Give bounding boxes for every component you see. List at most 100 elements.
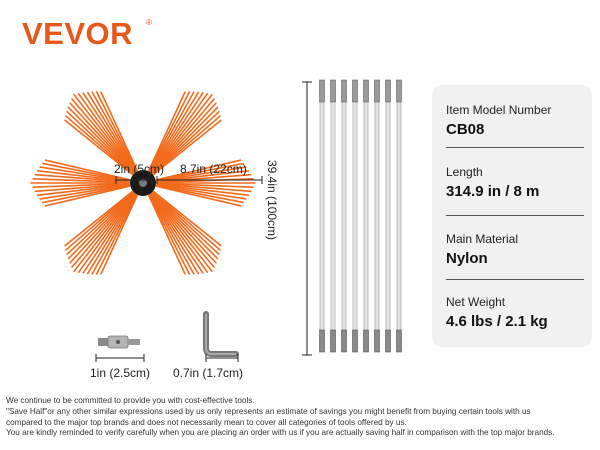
bristle-strand [152, 115, 221, 175]
bristle-strand [42, 162, 131, 182]
bristle-strand [32, 182, 130, 189]
registered-mark: ® [146, 18, 152, 27]
adapter-size-label: 1in (2.5cm) [90, 366, 151, 380]
bristle-strand [153, 190, 222, 247]
bristle-strand [155, 162, 244, 182]
bristle-strand [82, 193, 137, 274]
rod [330, 79, 336, 353]
bristle-strand [77, 193, 136, 274]
rod-set [319, 79, 402, 353]
bristle-strand [155, 159, 242, 181]
bristle-strand [155, 184, 244, 204]
spec-length: Length 314.9 in / 8 m [446, 165, 539, 200]
bristle-strand [86, 91, 137, 172]
bristle-strand [100, 194, 138, 275]
bristle-strand [148, 91, 186, 172]
bristle-strand [34, 173, 130, 183]
bristle-strand [42, 184, 131, 204]
bristle-strand [69, 192, 135, 264]
bristle-strand [36, 170, 130, 183]
bristle-strand [156, 166, 247, 182]
bristle-strand [65, 191, 134, 251]
disclaimer-line: compared to the major top brands and doe… [6, 417, 407, 427]
spec-value-model: CB08 [446, 121, 485, 138]
bristle-strand [34, 183, 130, 193]
rod [341, 79, 347, 353]
disclaimer-line: "Save Half"or any other similar expressi… [6, 406, 531, 416]
spec-divider [446, 147, 584, 148]
rod [363, 79, 369, 353]
bristle-strand [91, 91, 137, 172]
hex-wrench-illustration [203, 311, 239, 357]
disclaimer: We continue to be committed to provide y… [6, 396, 598, 439]
spec-panel: Item Model Number CB08 Length 314.9 in /… [432, 85, 592, 347]
bristle-strand [149, 193, 204, 274]
bristle-strand [152, 106, 219, 174]
bristle-strand [150, 93, 213, 173]
bristle-strand [148, 91, 191, 172]
bristle-strand [44, 185, 131, 207]
bristle-strand [64, 119, 133, 176]
adapter-illustration [98, 335, 140, 349]
spec-value-material: Nylon [446, 250, 488, 267]
bristle-strand [149, 194, 195, 275]
brush-bristles [30, 91, 256, 275]
bristle-strand [151, 102, 217, 174]
bristle-strand [100, 91, 138, 172]
spec-label-model: Item Model Number [446, 103, 552, 117]
bristle-strand [66, 191, 134, 255]
bristle-strand [151, 98, 215, 174]
bristle-strand [148, 194, 186, 275]
bristle-length-label: 8.7in (22cm) [180, 162, 247, 176]
bristle-strand [149, 194, 200, 275]
bristle-strand [77, 92, 136, 173]
rod [385, 79, 391, 353]
spec-divider [446, 215, 584, 216]
bristle-strand [36, 183, 130, 196]
bristle-strand [32, 177, 130, 184]
bristle-strand [150, 92, 209, 173]
brand-logo: VEVOR [22, 16, 134, 51]
bristle-strand [149, 91, 195, 172]
bristle-strand [65, 115, 134, 175]
bristle-strand [73, 93, 136, 173]
bristle-strand [44, 159, 131, 181]
bristle-strand [39, 166, 130, 182]
bristle-strand [152, 111, 220, 175]
bristle-strand [69, 102, 135, 174]
bristle-strand [71, 192, 135, 268]
rod [374, 79, 380, 353]
bristle-strand [73, 193, 136, 273]
bristle-strand [152, 191, 220, 255]
bristle-strand [67, 106, 134, 174]
bristle-strand [149, 91, 200, 172]
spec-value-weight: 4.6 lbs / 2.1 kg [446, 313, 548, 330]
bristle-strand [66, 111, 134, 175]
bristle-strand [152, 192, 219, 260]
bristle-strand [156, 183, 252, 193]
bristle-strand [153, 119, 222, 176]
bristle-strand [156, 177, 254, 184]
spec-label-length: Length [446, 165, 483, 179]
rod [319, 79, 325, 353]
spec-material: Main Material Nylon [446, 232, 518, 267]
bristle-strand [156, 182, 254, 189]
adapter-size-line [95, 354, 145, 362]
bristle-strand [95, 194, 138, 275]
spec-label-weight: Net Weight [446, 295, 506, 309]
bristle-strand [156, 173, 252, 183]
bristle-strand [82, 92, 137, 173]
rods-illustration [302, 79, 402, 356]
brush-illustration [30, 91, 263, 275]
brush-hub-core [139, 179, 147, 187]
bristle-strand [151, 192, 217, 264]
bristle-strand [64, 190, 133, 247]
bristle-strand [95, 91, 138, 172]
hub-width-label: 2in (5cm) [114, 162, 165, 176]
spec-divider [446, 279, 584, 280]
bristle-strand [91, 194, 137, 275]
wrench-size-label: 0.7in (1.7cm) [173, 366, 244, 380]
rod [396, 79, 402, 353]
rod [352, 79, 358, 353]
bristle-strand [67, 192, 134, 260]
